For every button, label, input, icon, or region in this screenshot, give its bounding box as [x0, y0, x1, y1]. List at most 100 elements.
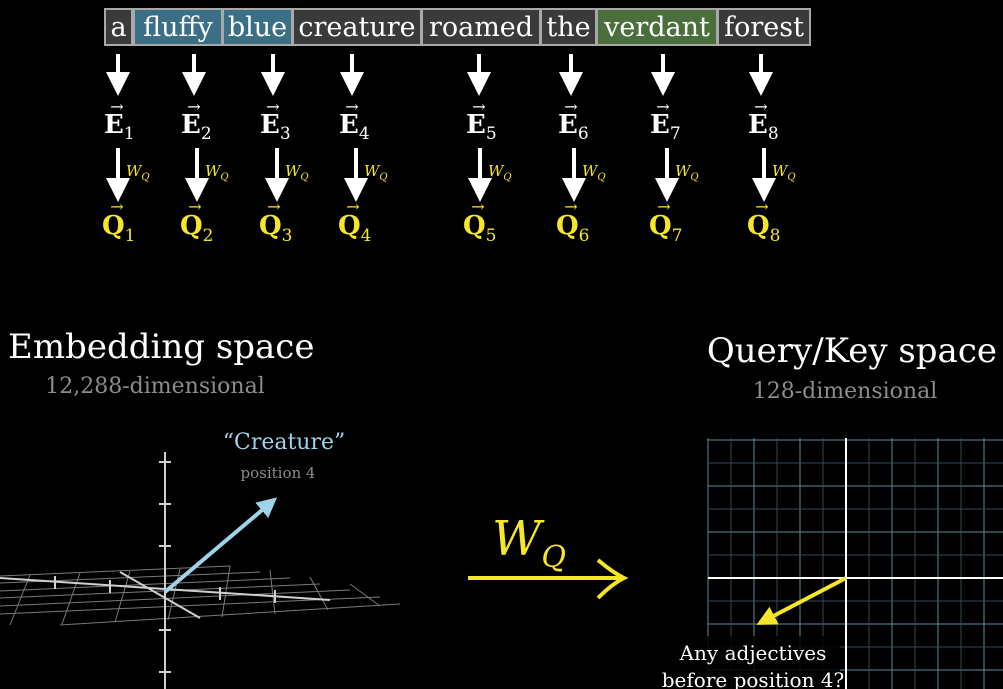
embedding-symbol: E — [104, 110, 124, 140]
wq-label: WQ — [772, 162, 796, 183]
vec-arrow-icon: → — [564, 97, 577, 116]
vec-arrow-icon: → — [755, 197, 768, 216]
vec-arrow-icon: → — [471, 197, 484, 216]
embedding-space-panel: Embedding space 12,288-dimensional — [0, 327, 401, 689]
embedding-vector: E3 — [260, 110, 291, 144]
wq-transform: WQ — [468, 511, 629, 600]
wq-label: WQ — [582, 162, 606, 183]
vec-arrow-icon: → — [656, 97, 669, 116]
vec-arrow-icon: → — [267, 197, 280, 216]
token-box: verdant — [596, 8, 718, 46]
query-space-subtitle: 128-dimensional — [753, 379, 938, 404]
embedding-index: 7 — [670, 124, 681, 144]
embedding-columns: → E1 WQ → Q1 → E2 WQ → Q2 → E3 WQ → Q3 — [102, 54, 796, 246]
token-box: a — [104, 8, 133, 46]
embedding-symbol: E — [558, 110, 578, 140]
y-axis — [119, 571, 201, 619]
query-vector: Q3 — [259, 211, 292, 246]
vec-arrow-icon: → — [187, 97, 200, 116]
token-box-bg — [421, 8, 541, 46]
embedding-index: 6 — [578, 124, 589, 144]
query-symbol: Q — [180, 211, 203, 241]
wq-label: WQ — [488, 162, 512, 183]
embedding-space-title: Embedding space — [8, 327, 314, 367]
token-column: → E8 WQ → Q8 — [747, 54, 796, 246]
query-space-panel: Query/Key space 128-dimensional — [662, 331, 1003, 689]
embedding-vector: E2 — [181, 110, 212, 144]
embedding-index: 4 — [359, 124, 370, 144]
query-vector: Q2 — [180, 211, 213, 246]
token-box-bg — [717, 8, 811, 46]
transform-arrowhead-icon — [596, 558, 629, 600]
vec-arrow-icon: → — [564, 197, 577, 216]
query-vector: Q1 — [102, 211, 135, 246]
query-space-title: Query/Key space — [707, 331, 997, 371]
embedding-symbol: E — [748, 110, 768, 140]
query-index: 4 — [361, 226, 372, 246]
token-column: → E5 WQ → Q5 — [463, 54, 512, 246]
query-vector: Q8 — [747, 211, 780, 246]
token-column: → E4 WQ → Q4 — [338, 54, 388, 246]
token-box: fluffy — [133, 8, 223, 46]
token-text: the — [546, 12, 590, 43]
embedding-vector: E4 — [339, 110, 370, 144]
query-index: 8 — [770, 226, 781, 246]
query-index: 6 — [579, 226, 590, 246]
query-vector-arrow — [756, 576, 847, 625]
token-box: blue — [222, 8, 293, 46]
token-box-bg — [133, 8, 223, 46]
vec-arrow-icon: → — [754, 97, 767, 116]
creature-position-label: position 4 — [241, 464, 316, 482]
query-symbol: Q — [649, 211, 672, 241]
embedding-index: 3 — [280, 124, 291, 144]
query-symbol: Q — [102, 211, 125, 241]
token-box: the — [540, 8, 597, 46]
embedding-symbol: E — [260, 110, 280, 140]
vec-arrow-icon: → — [110, 97, 123, 116]
token-text: verdant — [603, 12, 710, 43]
query-symbol: Q — [556, 211, 579, 241]
token-box: roamed — [421, 8, 541, 46]
embedding-symbol: E — [181, 110, 201, 140]
question-backdrop — [672, 636, 840, 689]
token-box: forest — [717, 8, 811, 46]
vec-arrow-icon: → — [345, 97, 358, 116]
wq-label: WQ — [126, 162, 150, 183]
query-vector: Q4 — [338, 211, 371, 246]
question-line-2: before position 4? — [662, 668, 845, 689]
token-strip: a fluffy blue creature roamed the verdan… — [104, 8, 811, 46]
vec-arrow-icon: → — [266, 97, 279, 116]
embedding-index: 5 — [486, 124, 497, 144]
embedding-index: 8 — [768, 124, 779, 144]
token-box: creature — [292, 8, 422, 46]
embedding-vector: E8 — [748, 110, 779, 144]
embedding-symbol: E — [466, 110, 486, 140]
token-column: → E2 WQ → Q2 — [180, 54, 229, 246]
x-axis-ticks — [54, 576, 276, 603]
token-text: a — [110, 12, 126, 43]
embedding-vector: E7 — [650, 110, 681, 144]
token-text: fluffy — [143, 12, 214, 43]
token-box-bg — [596, 8, 718, 46]
token-column: → E1 WQ → Q1 — [102, 54, 150, 246]
token-text: roamed — [429, 12, 533, 43]
creature-label: “Creature” — [223, 430, 346, 455]
query-index: 1 — [125, 226, 136, 246]
vec-arrow-icon: → — [472, 97, 485, 116]
query-vector: Q7 — [649, 211, 682, 246]
token-column: → E7 WQ → Q7 — [649, 54, 699, 246]
token-text: blue — [228, 12, 287, 43]
question-line-1: Any adjectives — [679, 641, 827, 665]
embedding-space-subtitle: 12,288-dimensional — [45, 374, 264, 399]
wq-label: WQ — [364, 162, 388, 183]
3d-grid-plane — [0, 565, 401, 626]
wq-label: WQ — [285, 162, 309, 183]
wq-label: WQ — [205, 162, 229, 183]
query-symbol: Q — [338, 211, 361, 241]
query-index: 5 — [486, 226, 497, 246]
query-vector: Q6 — [556, 211, 589, 246]
vec-arrow-icon: → — [657, 197, 670, 216]
token-column: → E6 WQ → Q6 — [556, 54, 606, 246]
token-text: creature — [298, 12, 415, 43]
